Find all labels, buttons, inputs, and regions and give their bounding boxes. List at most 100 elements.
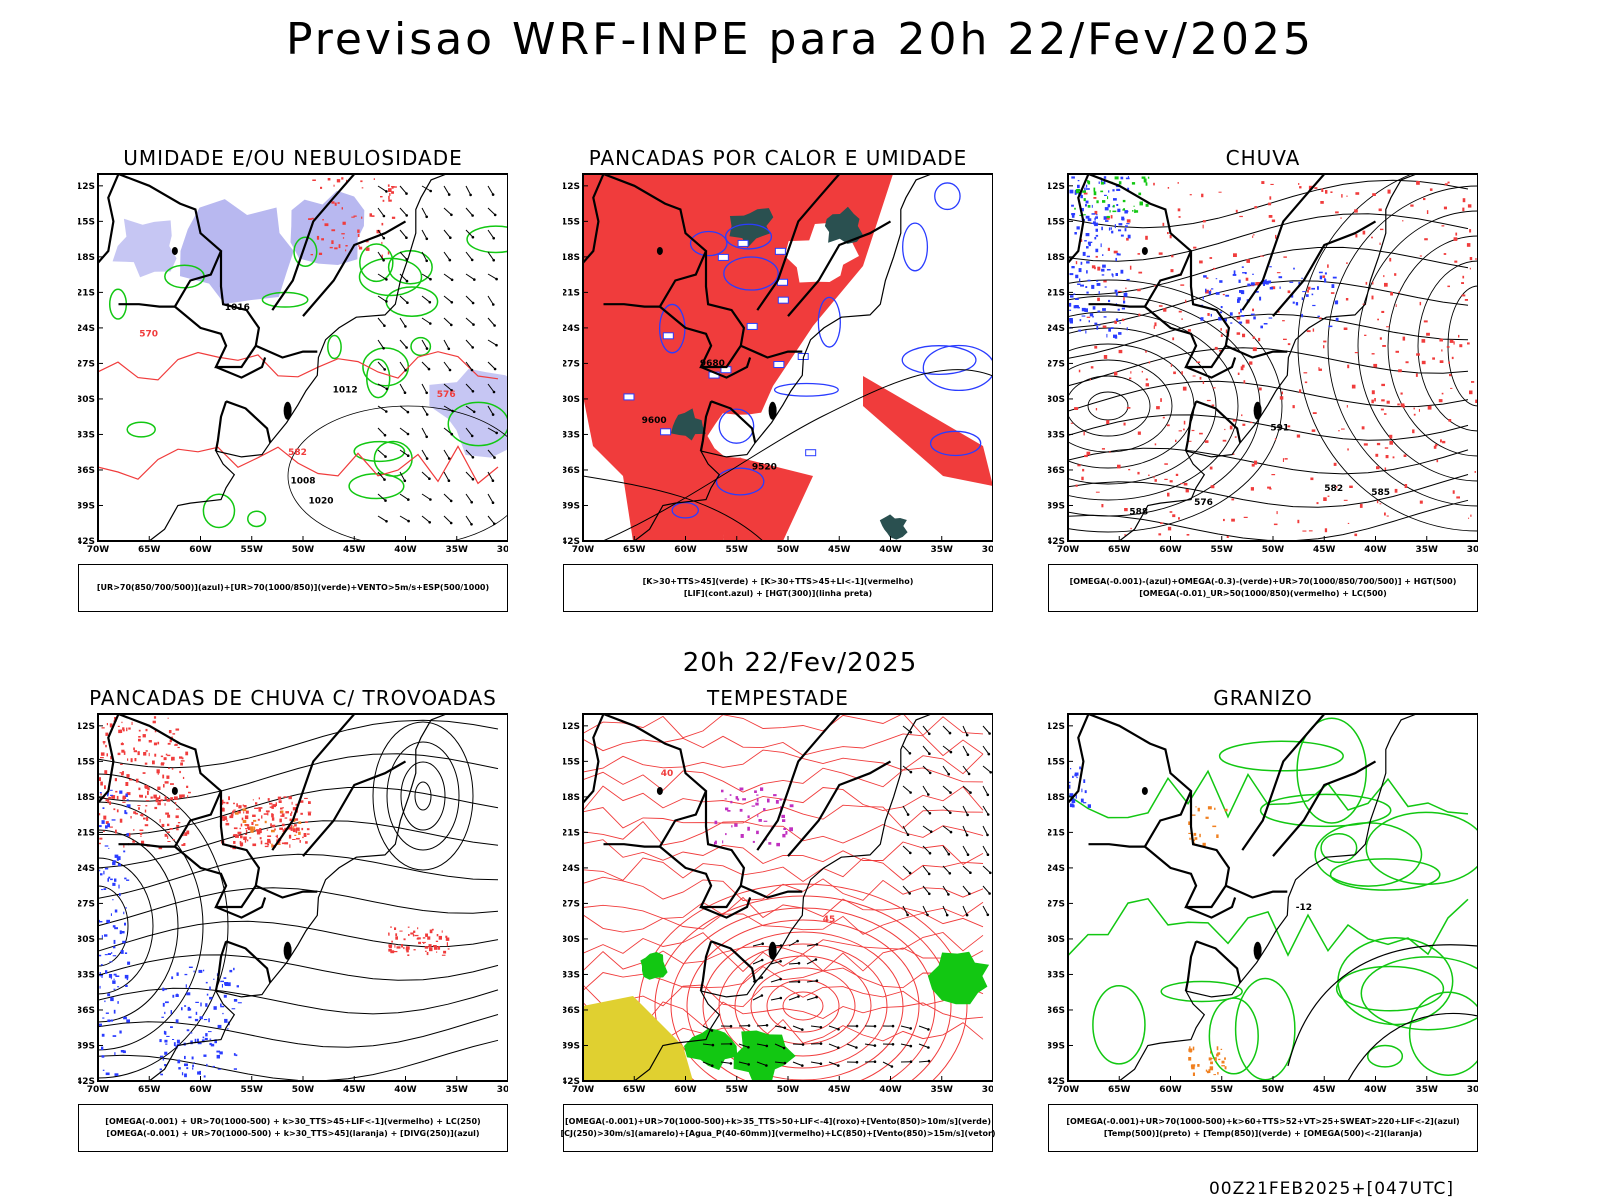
lc-contour <box>686 919 920 1081</box>
red-mark <box>1160 398 1162 402</box>
streamline <box>1068 474 1469 508</box>
red-mark <box>257 818 260 821</box>
wind-arrow <box>443 295 453 303</box>
map-tempestade[interactable]: 404512S15S18S21S24S27S30S33S36S39S42S70W… <box>563 686 993 1106</box>
red-mark <box>394 944 396 948</box>
wind-arrow <box>421 317 431 324</box>
wind-arrow <box>989 871 992 875</box>
wind-arrow <box>487 229 495 239</box>
map-umidade[interactable]: 101210161008102057658257012S15S18S21S24S… <box>78 146 508 566</box>
blue-mark <box>107 823 110 828</box>
red-mark <box>267 838 271 843</box>
panel-granizo[interactable]: GRANIZO -12 12S 15S 18S 21S 24S 27S 30S 33S 36S 39… <box>1048 686 1478 1166</box>
red-mark <box>155 798 159 803</box>
red-mark <box>138 736 141 738</box>
wind-arrow <box>927 1059 931 1063</box>
map-pancadas-calor[interactable]: 96009520968012S15S18S21S24S27S30S33S36S3… <box>563 146 993 566</box>
red-mark <box>1449 374 1452 377</box>
country-border <box>1144 251 1231 369</box>
lon-label: 30W <box>1467 1085 1478 1095</box>
red-mark <box>1276 272 1281 274</box>
temp500-line <box>1287 944 1478 1067</box>
red-mark <box>281 823 285 827</box>
red-mark <box>274 828 276 831</box>
red-mark <box>1282 320 1285 322</box>
red-mark <box>266 829 269 831</box>
red-mark <box>121 772 124 776</box>
humidity-area <box>429 368 508 458</box>
blue-mark <box>1332 276 1337 279</box>
panel-chuva[interactable]: CHUVA 591 588 585 582 576 12S 15S 18S 21S 24S 27S 3… <box>1048 146 1478 626</box>
red-mark <box>1333 462 1337 466</box>
wind-arrow <box>492 236 496 240</box>
wind-arrow <box>828 1043 839 1049</box>
country-border <box>756 174 841 311</box>
panel-trovoadas[interactable]: PANCADAS DE CHUVA C/ TROVOADAS 12S 15S 18S… <box>78 686 508 1166</box>
red-mark <box>160 755 164 758</box>
wind-arrow <box>425 457 429 460</box>
red-mark <box>120 743 124 746</box>
red-mark <box>1330 292 1335 294</box>
red-mark <box>1441 225 1445 227</box>
lat-label: 12S <box>78 182 95 192</box>
panel-pancadas-calor[interactable]: PANCADAS POR CALOR E UMIDADE 9600 9520 968… <box>563 146 993 626</box>
map-chuva[interactable]: 59158858558257612S15S18S21S24S27S30S33S3… <box>1048 146 1478 566</box>
jet-area <box>583 996 693 1081</box>
red-mark <box>121 721 123 724</box>
wind-arrow <box>909 791 912 794</box>
red-mark <box>118 729 121 734</box>
wind-arrow <box>779 960 782 963</box>
red-mark <box>329 246 333 249</box>
lon-label: 35W <box>1416 1085 1439 1095</box>
wind-arrow <box>846 1043 857 1048</box>
green-mark <box>1143 178 1147 183</box>
blue-mark <box>1082 251 1086 256</box>
wind-arrow <box>421 273 431 280</box>
red-mark <box>1416 181 1420 185</box>
red-mark <box>1371 353 1375 355</box>
red-mark <box>369 213 372 217</box>
green-mark <box>1131 182 1136 185</box>
orange-mark <box>1188 832 1192 834</box>
lon-label: 55W <box>241 1085 264 1095</box>
wind-arrow <box>928 812 932 815</box>
wind-arrow <box>421 493 431 500</box>
red-mark <box>1306 330 1311 333</box>
streamline <box>1068 213 1469 262</box>
purple-mark <box>756 794 759 796</box>
blue-mark <box>108 847 110 849</box>
red-mark <box>1398 369 1402 373</box>
orange-mark <box>1220 1048 1223 1050</box>
country-border <box>255 344 318 359</box>
wind-arrow <box>487 493 494 503</box>
blue-mark <box>171 976 174 980</box>
wind-arrow <box>765 1064 768 1067</box>
red-mark <box>1461 294 1466 297</box>
blue-mark <box>1075 298 1079 300</box>
lon-label: 35W <box>931 545 954 555</box>
blue-mark <box>124 877 127 880</box>
blue-mark <box>175 994 179 997</box>
red-mark <box>407 954 410 956</box>
blue-mark <box>193 1062 195 1064</box>
blue-mark <box>236 985 239 988</box>
contour-label: 1020 <box>309 497 334 507</box>
wind-arrow <box>949 811 952 815</box>
red-mark <box>288 826 292 830</box>
lon-label: 45W <box>828 1085 851 1095</box>
wind-arrow <box>425 413 429 416</box>
blue-mark <box>104 867 109 870</box>
wind-arrow <box>487 383 495 393</box>
red-mark <box>134 812 138 815</box>
panel-umidade[interactable]: UMIDADE E/OU NEBULOSIDADE 1012 1016 1008 10… <box>78 146 508 626</box>
red-mark <box>1354 352 1358 354</box>
blue-mark <box>217 1068 222 1070</box>
panel-tempestade[interactable]: TEMPESTADE 40 45 12S 15S 18S 21S 24S 27S 30S 33S 3… <box>560 686 996 1166</box>
wind-arrow <box>487 251 495 261</box>
blue-mark <box>104 934 108 937</box>
blue-mark <box>110 878 113 881</box>
blue-mark <box>125 812 128 815</box>
blue-mark <box>184 1005 187 1007</box>
